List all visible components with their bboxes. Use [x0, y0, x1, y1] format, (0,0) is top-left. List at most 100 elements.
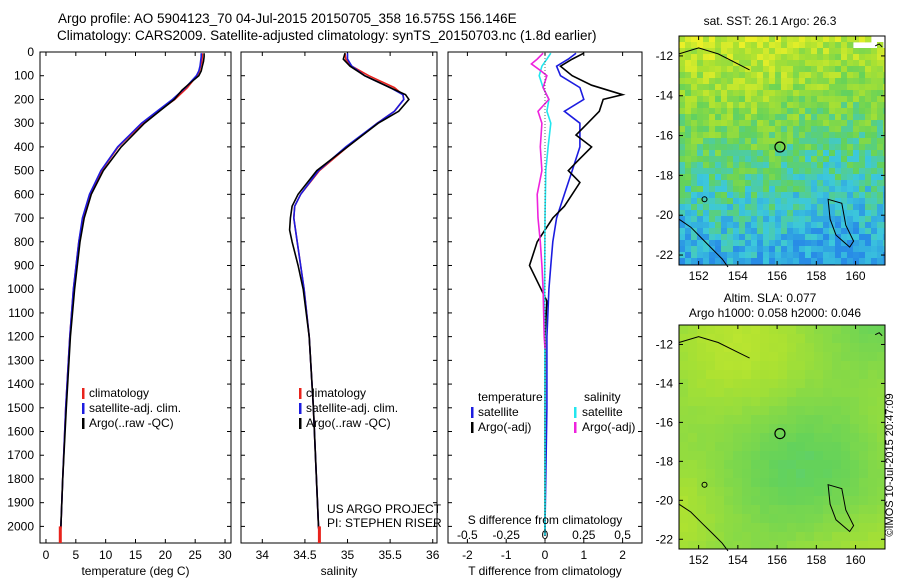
map-cell [805, 186, 812, 193]
map-cell [787, 36, 794, 43]
map-cell [715, 496, 725, 506]
map-cell [769, 460, 779, 470]
map-cell [721, 240, 728, 247]
map-cell [787, 343, 797, 353]
sla_map-frame [678, 324, 886, 550]
map-cell [817, 192, 824, 199]
map-cell [859, 66, 866, 73]
map-cell [715, 325, 725, 335]
coastline [678, 47, 750, 71]
map-cell [841, 424, 851, 434]
map-cell [850, 478, 860, 488]
map-cell [769, 523, 779, 533]
map-cell [871, 66, 878, 73]
map-cell [757, 216, 764, 223]
map-cell [850, 505, 860, 515]
map-cell [868, 469, 878, 479]
map-cell [841, 222, 848, 229]
map-cell [829, 36, 836, 43]
temperature-axes-box [39, 51, 232, 544]
map-cell [787, 96, 794, 103]
map-cell [871, 246, 878, 253]
map-cell [745, 174, 752, 181]
map-cell [733, 370, 743, 380]
map-cell [832, 370, 842, 380]
map-cell [742, 496, 752, 506]
map-cell [868, 451, 878, 461]
map-cell [697, 532, 707, 542]
map-cell [835, 60, 842, 67]
x-tick-label: 156 [767, 553, 787, 567]
map-cell [733, 114, 740, 121]
map-cell [745, 54, 752, 61]
map-cell [871, 162, 878, 169]
map-cell [853, 60, 860, 67]
map-cell [751, 192, 758, 199]
map-cell [877, 433, 886, 443]
map-cell [679, 424, 689, 434]
map-cell [817, 186, 824, 193]
map-cell [724, 523, 734, 533]
map-cell [733, 379, 743, 389]
map-cell [691, 48, 698, 55]
map-cell [733, 228, 740, 235]
map-cell [775, 72, 782, 79]
map-cell [871, 54, 878, 61]
map-cell [805, 343, 815, 353]
map-cell [871, 108, 878, 115]
map-cell [691, 198, 698, 205]
map-cell [877, 234, 884, 241]
map-cell [811, 156, 818, 163]
map-cell [823, 379, 833, 389]
map-cell [745, 102, 752, 109]
map-cell [760, 379, 770, 389]
map-cell [799, 234, 806, 241]
map-cell [751, 246, 758, 253]
map-cell [787, 150, 794, 157]
map-cell [829, 210, 836, 217]
map-cell [787, 361, 797, 371]
map-cell [775, 192, 782, 199]
map-cell [697, 216, 704, 223]
map-cell [706, 496, 716, 506]
map-cell [724, 361, 734, 371]
map-cell [829, 252, 836, 259]
argo-position-marker [774, 141, 786, 153]
map-cell [721, 72, 728, 79]
map-cell [751, 156, 758, 163]
map-cell [811, 204, 818, 211]
map-cell [763, 192, 770, 199]
map-cell [733, 216, 740, 223]
map-cell [739, 168, 746, 175]
map-cell [691, 252, 698, 259]
map-cell [817, 48, 824, 55]
map-cell [778, 388, 788, 398]
map-cell [847, 108, 854, 115]
map-cell [823, 192, 830, 199]
depth-tick-label: 1900 [7, 496, 34, 510]
map-cell [823, 325, 833, 335]
map-cell [871, 210, 878, 217]
map-cell [829, 66, 836, 73]
map-cell [745, 204, 752, 211]
map-cell [805, 222, 812, 229]
map-cell [760, 388, 770, 398]
map-cell [859, 361, 869, 371]
map-cell [829, 144, 836, 151]
map-cell [787, 415, 797, 425]
map-cell [877, 246, 884, 253]
map-cell [727, 36, 734, 43]
map-cell [706, 388, 716, 398]
map-cell [814, 325, 824, 335]
map-cell [877, 388, 886, 398]
map-cell [697, 90, 704, 97]
map-cell [742, 379, 752, 389]
map-cell [715, 54, 722, 61]
map-cell [697, 228, 704, 235]
map-cell [841, 361, 851, 371]
map-cell [823, 120, 830, 127]
map-cell [817, 90, 824, 97]
map-cell [727, 78, 734, 85]
map-cell [715, 246, 722, 253]
map-cell [877, 352, 886, 362]
